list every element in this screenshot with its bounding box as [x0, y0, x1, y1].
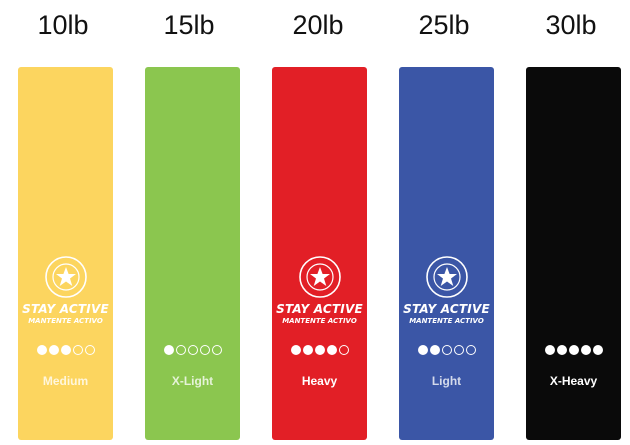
filled-dot-icon	[429, 345, 440, 355]
empty-dot-icon	[338, 345, 349, 355]
level-label: Light	[431, 374, 462, 388]
level-dots	[18, 345, 113, 357]
filled-dot-icon	[163, 345, 174, 355]
band-30lb: X-Heavy	[526, 67, 621, 440]
subtagline: MANTENTE ACTIVO	[282, 317, 357, 325]
tagline: STAY ACTIVE	[403, 302, 490, 316]
county-seal-icon	[44, 255, 88, 299]
empty-dot-icon	[465, 345, 476, 355]
level-dots	[272, 345, 367, 357]
filled-dot-icon	[290, 345, 301, 355]
filled-dot-icon	[568, 345, 579, 355]
level-dots	[145, 345, 240, 357]
filled-dot-icon	[302, 345, 313, 355]
tagline: STAY ACTIVE	[276, 302, 363, 316]
weight-label-15lb: 15lb	[163, 10, 215, 40]
empty-dot-icon	[199, 345, 210, 355]
level-dots	[399, 345, 494, 357]
subtagline: MANTENTE ACTIVO	[28, 317, 103, 325]
band-20lb: STAY ACTIVE MANTENTE ACTIVO Heavy	[272, 67, 367, 440]
weight-label-20lb: 20lb	[292, 10, 344, 40]
filled-dot-icon	[60, 345, 71, 355]
weight-label-30lb: 30lb	[545, 10, 597, 40]
county-seal-icon	[425, 255, 469, 299]
empty-dot-icon	[453, 345, 464, 355]
filled-dot-icon	[326, 345, 337, 355]
empty-dot-icon	[84, 345, 95, 355]
empty-dot-icon	[175, 345, 186, 355]
level-label: X-Light	[171, 374, 214, 388]
tagline: STAY ACTIVE	[22, 302, 109, 316]
level-label: Heavy	[301, 374, 338, 388]
empty-dot-icon	[72, 345, 83, 355]
level-label: X-Heavy	[549, 374, 598, 388]
weight-label-25lb: 25lb	[418, 10, 470, 40]
filled-dot-icon	[580, 345, 591, 355]
empty-dot-icon	[441, 345, 452, 355]
band-10lb: STAY ACTIVE MANTENTE ACTIVO Medium	[18, 67, 113, 440]
filled-dot-icon	[36, 345, 47, 355]
filled-dot-icon	[544, 345, 555, 355]
filled-dot-icon	[592, 345, 603, 355]
band-15lb: X-Light	[145, 67, 240, 440]
empty-dot-icon	[187, 345, 198, 355]
filled-dot-icon	[314, 345, 325, 355]
empty-dot-icon	[211, 345, 222, 355]
level-dots	[526, 345, 621, 357]
county-seal-icon	[298, 255, 342, 299]
level-label: Medium	[42, 374, 89, 388]
filled-dot-icon	[48, 345, 59, 355]
band-25lb: STAY ACTIVE MANTENTE ACTIVO Light	[399, 67, 494, 440]
subtagline: MANTENTE ACTIVO	[409, 317, 484, 325]
filled-dot-icon	[417, 345, 428, 355]
weight-label-10lb: 10lb	[37, 10, 89, 40]
filled-dot-icon	[556, 345, 567, 355]
